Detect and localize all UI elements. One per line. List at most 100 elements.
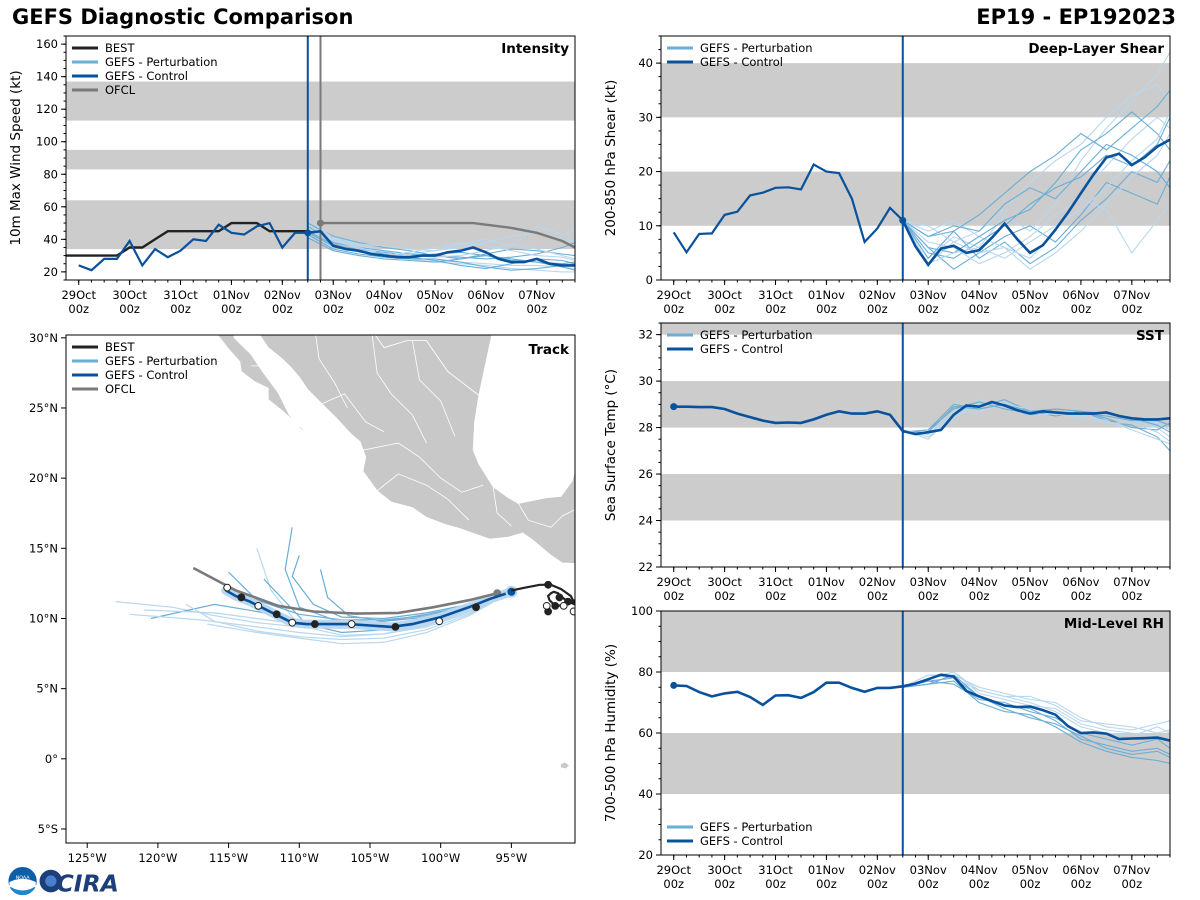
legend-label-control: GEFS - Control: [105, 368, 188, 382]
lat-tick-label: 5°S: [38, 822, 58, 836]
control-track-point: [391, 622, 400, 631]
perturbation-line: [307, 225, 575, 255]
x-tick-hour: 00z: [663, 877, 684, 891]
control-line: [901, 138, 1170, 267]
lat-tick-label: 20°N: [29, 471, 58, 485]
threshold-band: [661, 474, 1170, 521]
legend-label-control: GEFS - Control: [700, 342, 783, 356]
state-border: [371, 335, 427, 444]
control-track-point: [254, 601, 263, 610]
x-tick-date: 03Nov: [910, 575, 947, 589]
x-tick-date: 06Nov: [1062, 575, 1099, 589]
y-tick-label: 40: [638, 56, 653, 70]
x-tick-date: 07Nov: [1113, 288, 1150, 302]
x-tick-hour: 00z: [1121, 877, 1142, 891]
x-tick-date: 02Nov: [264, 288, 301, 302]
intensity-title: Intensity: [501, 41, 569, 57]
best-track-point: [542, 601, 551, 610]
y-tick-label: 0: [646, 273, 653, 287]
y-tick-label: 80: [43, 167, 58, 181]
perturbation-line: [902, 133, 1170, 270]
x-tick-date: 04Nov: [961, 575, 998, 589]
x-tick-hour: 00z: [816, 302, 837, 316]
x-tick-date: 05Nov: [416, 288, 453, 302]
y-tick-label: 10: [638, 219, 653, 233]
control-track-point: [223, 583, 232, 592]
lat-tick-label: 10°N: [29, 611, 58, 625]
lat-tick-label: 5°N: [36, 682, 58, 696]
threshold-band: [661, 323, 1170, 335]
x-tick-hour: 00z: [272, 302, 293, 316]
legend-label-perturbation: GEFS - Perturbation: [700, 41, 813, 55]
lon-tick-label: 100°W: [421, 851, 460, 865]
cira-logo: CIRA: [39, 869, 119, 897]
x-tick-hour: 00z: [663, 302, 684, 316]
init-point: [670, 681, 678, 689]
legend-label-control: GEFS - Control: [700, 55, 783, 69]
x-tick-hour: 00z: [1121, 589, 1142, 603]
y-tick-label: 30: [638, 374, 653, 388]
intensity-panel: 2040608010012014016029Oct00z30Oct00z31Oc…: [8, 35, 576, 316]
y-tick-label: 160: [36, 37, 58, 51]
shear-plot-area: [661, 36, 1170, 280]
sst-panel: 22242628303229Oct00z30Oct00z31Oct00z01No…: [603, 322, 1171, 603]
lon-tick-label: 95°W: [495, 851, 527, 865]
x-tick-hour: 00z: [68, 302, 89, 316]
intensity-plot-area: [66, 36, 575, 280]
perturbation-line: [307, 237, 575, 271]
x-tick-date: 03Nov: [910, 288, 947, 302]
x-tick-date: 07Nov: [1113, 863, 1150, 877]
x-tick-hour: 00z: [170, 302, 191, 316]
y-tick-label: 40: [638, 787, 653, 801]
rh-ylabel: 700-500 hPa Humidity (%): [603, 644, 619, 822]
x-tick-date: 29Oct: [656, 575, 691, 589]
y-tick-label: 20: [638, 165, 653, 179]
perturbation-line: [902, 111, 1170, 265]
ofcl-line: [320, 221, 575, 249]
perturbation-line: [902, 89, 1170, 260]
lon-tick-label: 115°W: [209, 851, 248, 865]
x-tick-hour: 00z: [1020, 302, 1041, 316]
x-tick-hour: 00z: [765, 302, 786, 316]
x-tick-hour: 00z: [867, 302, 888, 316]
x-tick-date: 04Nov: [961, 288, 998, 302]
rh-title: Mid-Level RH: [1064, 616, 1164, 632]
lon-tick-label: 125°W: [68, 851, 107, 865]
control-track-point: [288, 618, 297, 627]
control-history-line: [78, 221, 308, 272]
lat-tick-label: 30°N: [29, 331, 58, 345]
x-tick-date: 02Nov: [859, 575, 896, 589]
x-tick-date: 07Nov: [518, 288, 555, 302]
lat-tick-label: 15°N: [29, 541, 58, 555]
x-tick-hour: 00z: [867, 589, 888, 603]
legend-label-control: GEFS - Control: [105, 69, 188, 83]
x-tick-date: 01Nov: [213, 288, 250, 302]
x-tick-hour: 00z: [816, 589, 837, 603]
x-tick-hour: 00z: [918, 589, 939, 603]
x-tick-date: 03Nov: [315, 288, 352, 302]
y-tick-label: 20: [638, 848, 653, 862]
state-border: [362, 442, 484, 493]
ofcl-track: [192, 566, 498, 615]
best-track-point: [569, 607, 575, 616]
y-tick-label: 26: [638, 467, 653, 481]
state-border: [492, 486, 512, 527]
control-line: [673, 400, 1170, 436]
control-history-line: [672, 162, 904, 255]
x-tick-date: 30Oct: [707, 575, 742, 589]
x-tick-date: 29Oct: [61, 288, 96, 302]
track-title: Track: [529, 342, 570, 358]
legend-label-perturbation: GEFS - Perturbation: [700, 328, 813, 342]
x-tick-hour: 00z: [816, 877, 837, 891]
track-plot-area: [66, 335, 575, 843]
control-track-point: [272, 610, 281, 619]
x-tick-date: 04Nov: [961, 863, 998, 877]
x-tick-date: 06Nov: [1062, 288, 1099, 302]
y-tick-label: 24: [638, 514, 653, 528]
x-tick-date: 06Nov: [1062, 863, 1099, 877]
perturbation-line: [307, 227, 575, 260]
control-line: [307, 229, 575, 267]
x-tick-hour: 00z: [1071, 302, 1092, 316]
shear-title: Deep-Layer Shear: [1028, 41, 1164, 57]
x-tick-date: 03Nov: [910, 863, 947, 877]
